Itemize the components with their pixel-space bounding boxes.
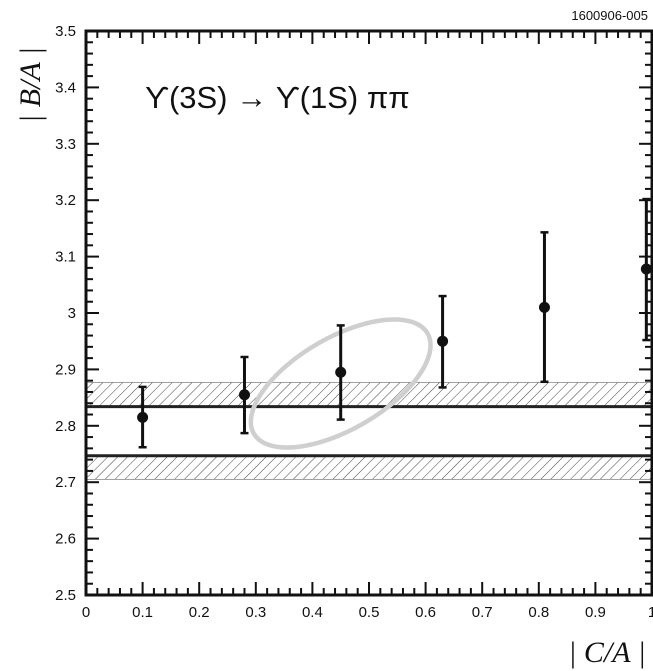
y-axis-label: | B/A |: [14, 47, 47, 123]
data-point: [238, 389, 250, 401]
y-tick-label: 2.9: [55, 361, 76, 378]
band-group: [86, 381, 652, 480]
error-band-hatch: [86, 455, 652, 480]
y-tick-label: 3.4: [55, 79, 76, 96]
y-tick-label: 3.5: [55, 23, 76, 40]
ellipse-group: [248, 317, 433, 450]
figure-id: 1600906-005: [571, 8, 648, 23]
data-point: [538, 301, 550, 313]
x-tick-label: 0.2: [189, 604, 210, 621]
y-tick-label: 3.3: [55, 136, 76, 153]
x-tick-label: 0.4: [302, 604, 323, 621]
x-tick-label: 0.3: [245, 604, 266, 621]
y-tick-label: 3: [68, 305, 76, 322]
y-tick-label: 2.6: [55, 531, 76, 548]
error-band-hatch: [86, 381, 652, 408]
correlation-ellipse: [248, 317, 433, 450]
y-tick-label: 2.7: [55, 474, 76, 491]
y-tick-label: 2.8: [55, 418, 76, 435]
data-point: [335, 366, 347, 378]
chart-title: ϒ(3S) → ϒ(1S) ππ: [145, 80, 410, 115]
x-tick-label: 0.9: [585, 604, 606, 621]
x-tick-label: 0.7: [472, 604, 493, 621]
y-tick-label: 3.1: [55, 249, 76, 266]
x-tick-label: 0.8: [528, 604, 549, 621]
x-tick-label: 0.5: [359, 604, 380, 621]
x-axis-label: | C/A |: [568, 636, 646, 669]
y-tick-label: 2.5: [55, 587, 76, 604]
data-point: [640, 263, 652, 275]
plot-frame: [84, 29, 653, 597]
y-tick-label: 3.2: [55, 192, 76, 209]
data-point: [437, 335, 449, 347]
x-tick-label: 0.1: [132, 604, 153, 621]
data-point: [137, 411, 149, 423]
data-point-group: [137, 197, 652, 449]
tick-group: 0 0.1 0.2 0.3 0.4 0.5 0.6 0.7 0.8 0.9 1 2.5 2.6 2.7 2.…: [55, 23, 653, 621]
x-tick-label: 0: [82, 604, 90, 621]
x-tick-label: 0.6: [415, 604, 436, 621]
x-tick-label: 1: [648, 604, 653, 621]
